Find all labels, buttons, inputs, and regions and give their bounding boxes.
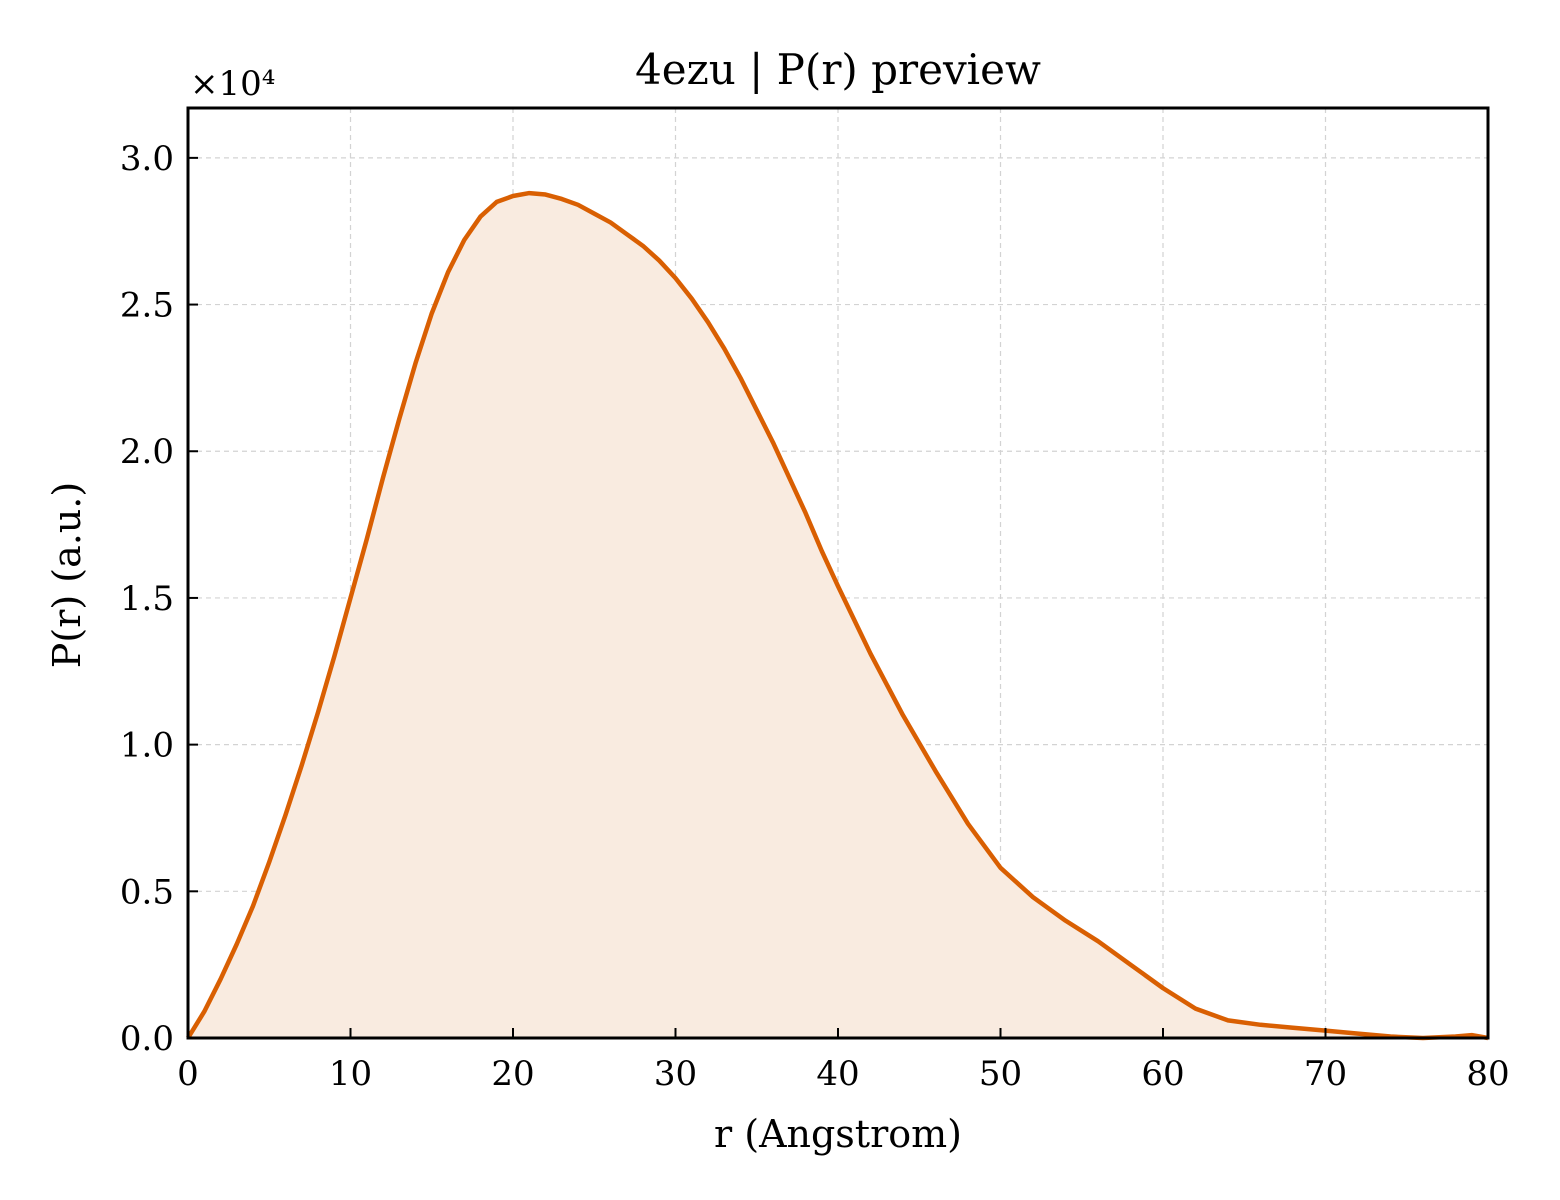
y-tick-label: 0.5 [120, 872, 174, 912]
x-tick-label: 60 [1141, 1054, 1184, 1094]
x-tick-label: 40 [816, 1054, 859, 1094]
y-multiplier-label: ×10⁴ [190, 64, 275, 104]
x-tick-label: 30 [654, 1054, 697, 1094]
x-tick-label: 70 [1304, 1054, 1347, 1094]
y-tick-label: 1.0 [120, 726, 174, 766]
y-tick-label: 2.5 [120, 286, 174, 326]
area-layer [186, 190, 1489, 1041]
chart-title: 4ezu | P(r) preview [635, 45, 1041, 94]
tick-layer: 0 10 20 30 40 50 60 70 80 0.0 0.5 1.0 1.5 2.0 2.5 3.0 [120, 139, 1510, 1094]
y-axis-label: P(r) (a.u.) [45, 482, 89, 668]
y-tick-label: 2.0 [120, 432, 174, 472]
pr-area-fill [188, 193, 1488, 1038]
x-tick-label: 80 [1466, 1054, 1509, 1094]
x-tick-label: 10 [329, 1054, 372, 1094]
x-axis-label: r (Angstrom) [714, 1112, 962, 1156]
y-tick-label: 3.0 [120, 139, 174, 179]
pr-curve-line [186, 190, 1489, 1041]
y-tick-label: 1.5 [120, 579, 174, 619]
y-tick-label: 0.0 [120, 1019, 174, 1059]
x-tick-label: 0 [177, 1054, 199, 1094]
x-tick-label: 50 [979, 1054, 1022, 1094]
x-tick-label: 20 [491, 1054, 534, 1094]
